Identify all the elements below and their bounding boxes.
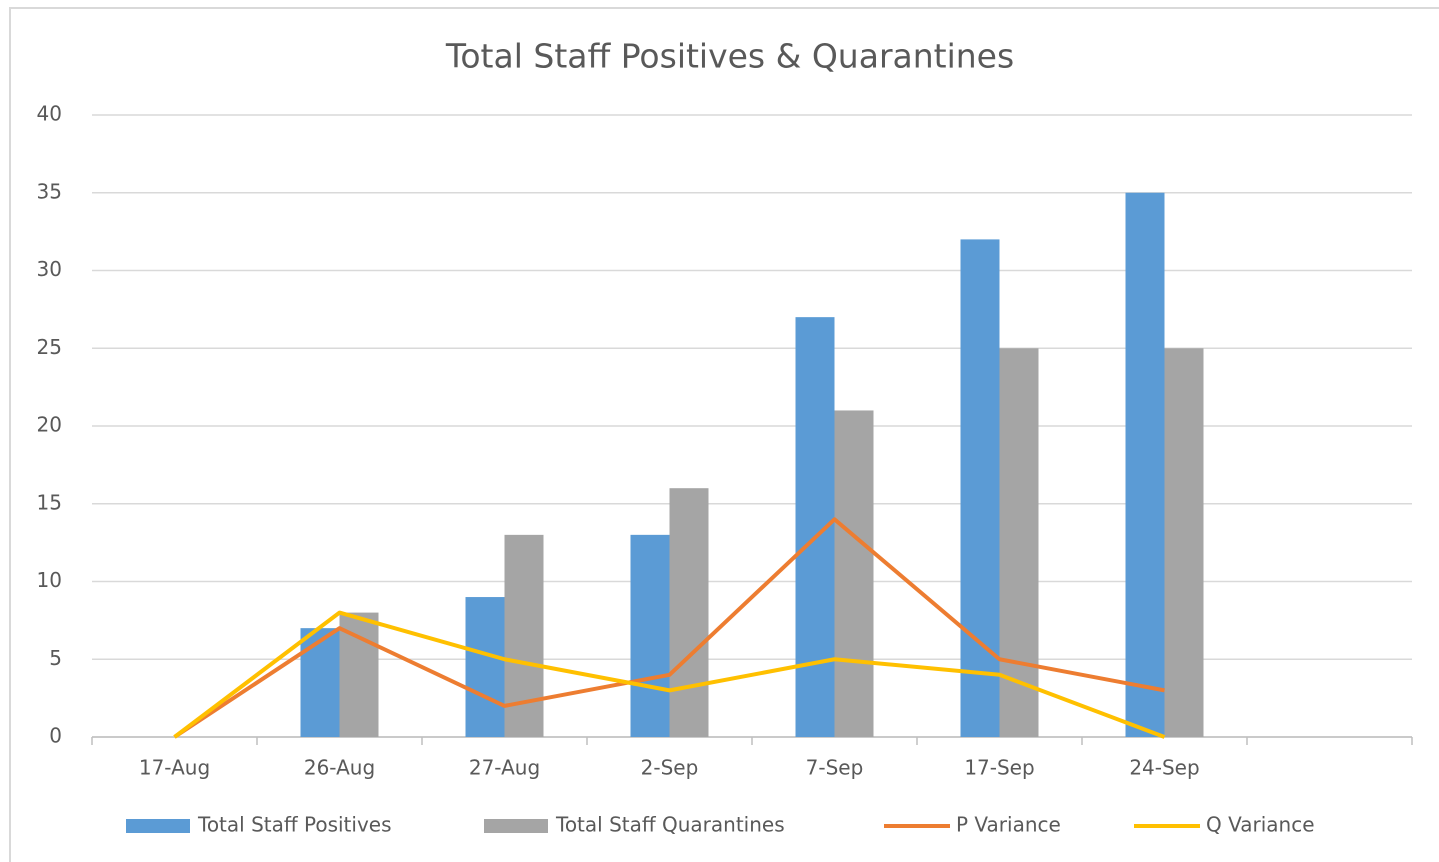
y-tick-label: 0	[49, 724, 62, 748]
y-tick-label: 15	[37, 490, 62, 514]
y-tick-label: 10	[37, 568, 62, 592]
bar	[1164, 348, 1204, 737]
y-tick-label: 5	[49, 646, 62, 670]
legend-label: P Variance	[956, 813, 1061, 837]
legend-label: Total Staff Positives	[197, 813, 392, 837]
bar	[669, 488, 709, 737]
x-tick-label: 2-Sep	[641, 756, 699, 780]
legend-swatch	[126, 819, 190, 833]
y-tick-label: 35	[37, 179, 62, 203]
x-tick-label: 27-Aug	[469, 756, 540, 780]
legend-swatch	[484, 819, 548, 833]
bar	[960, 239, 1000, 737]
legend-label: Q Variance	[1206, 813, 1315, 837]
chart-title: Total Staff Positives & Quarantines	[445, 37, 1014, 76]
x-tick-label: 7-Sep	[806, 756, 864, 780]
bar	[465, 597, 505, 737]
bar	[834, 410, 874, 737]
line	[173, 610, 1166, 739]
x-tick-label: 26-Aug	[304, 756, 375, 780]
bar	[999, 348, 1039, 737]
y-tick-label: 30	[37, 257, 62, 281]
legend-label: Total Staff Quarantines	[555, 813, 785, 837]
bar	[1125, 192, 1165, 737]
chart-frame	[9, 7, 1439, 862]
y-tick-label: 40	[37, 102, 62, 126]
y-tick-label: 20	[37, 413, 62, 437]
x-tick-label: 24-Sep	[1129, 756, 1199, 780]
x-tick-label: 17-Sep	[964, 756, 1034, 780]
y-tick-label: 25	[37, 335, 62, 359]
x-tick-label: 17-Aug	[139, 756, 210, 780]
bar	[300, 628, 340, 737]
bar	[630, 534, 670, 737]
line	[173, 517, 1165, 739]
